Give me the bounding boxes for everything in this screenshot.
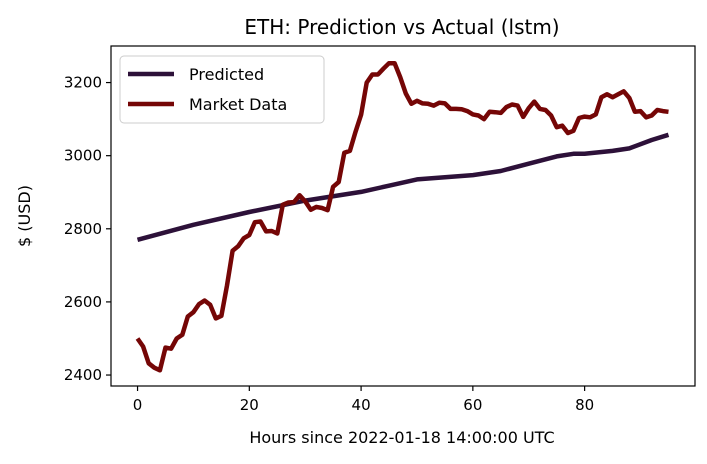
legend-label: Market Data: [189, 95, 287, 114]
y-tick-label: 3200: [64, 74, 102, 92]
plot-frame: [110, 45, 696, 387]
x-axis: 0 20 40 60 80: [133, 386, 594, 414]
x-tick-label: 0: [133, 396, 143, 414]
legend: Predicted Market Data: [119, 55, 325, 124]
y-tick-label: 2800: [64, 220, 102, 238]
x-axis-label: Hours since 2022-01-18 14:00:00 UTC: [249, 428, 554, 447]
y-axis: 2400 2600 2800 3000 3200: [64, 74, 111, 384]
y-tick-label: 2600: [64, 293, 102, 311]
series-line-market-data: [135, 60, 669, 373]
series-layer: [135, 60, 670, 373]
y-tick-label: 2400: [64, 366, 102, 384]
chart-title: ETH: Prediction vs Actual (lstm): [244, 15, 559, 39]
x-tick-label: 60: [463, 396, 482, 414]
legend-label: Predicted: [189, 65, 264, 84]
x-tick-label: 80: [575, 396, 594, 414]
x-tick-label: 40: [352, 396, 371, 414]
y-axis-label: $ (USD): [15, 185, 34, 247]
x-tick-label: 20: [240, 396, 259, 414]
plot-area: [110, 45, 696, 387]
y-tick-label: 3000: [64, 147, 102, 165]
